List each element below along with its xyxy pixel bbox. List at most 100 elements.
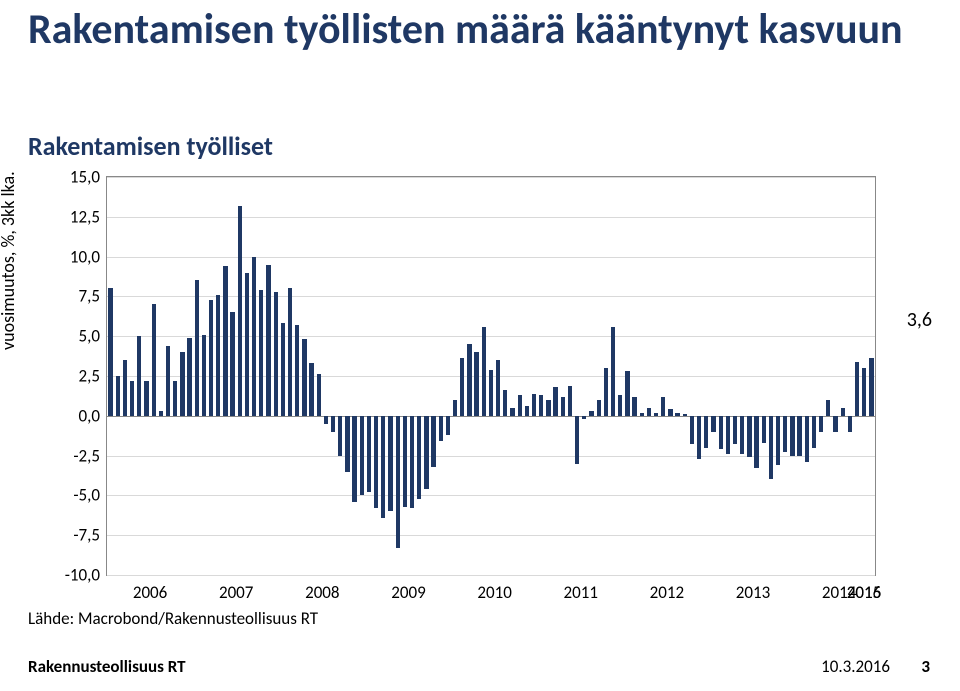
bar xyxy=(697,416,701,459)
y-tick-label: 0,0 xyxy=(50,405,100,426)
bar xyxy=(675,413,679,416)
footer-left: Rakennusteollisuus RT xyxy=(28,656,186,677)
bar xyxy=(345,416,349,472)
bar xyxy=(510,408,514,416)
bar xyxy=(776,416,780,465)
bar xyxy=(302,339,306,415)
bar xyxy=(367,416,371,492)
bar xyxy=(144,381,148,416)
bar xyxy=(324,416,328,424)
bar xyxy=(159,411,163,416)
bar xyxy=(410,416,414,508)
y-tick-label: 2,5 xyxy=(50,366,100,387)
bar xyxy=(252,257,256,416)
bar xyxy=(180,352,184,416)
bar xyxy=(754,416,758,469)
bar xyxy=(266,265,270,416)
chart-plot-area xyxy=(106,176,876,576)
bar xyxy=(496,360,500,416)
bar xyxy=(805,416,809,462)
bar xyxy=(489,370,493,416)
bar xyxy=(683,414,687,416)
x-tick-label: 2011 xyxy=(563,582,597,603)
bar xyxy=(783,416,787,453)
bar-series xyxy=(107,177,875,575)
grid-line xyxy=(107,296,875,297)
y-tick-label: 15,0 xyxy=(50,167,100,188)
bar xyxy=(726,416,730,454)
bar xyxy=(826,400,830,416)
bar xyxy=(690,416,694,445)
bar xyxy=(862,368,866,416)
bar xyxy=(417,416,421,499)
bar xyxy=(568,386,572,416)
x-tick-label: 2010 xyxy=(477,582,511,603)
bar xyxy=(338,416,342,456)
grid-line xyxy=(107,177,875,178)
y-tick-label: 12,5 xyxy=(50,206,100,227)
bar xyxy=(762,416,766,443)
bar xyxy=(668,409,672,415)
bar xyxy=(137,336,141,416)
bar xyxy=(618,395,622,416)
bar xyxy=(740,416,744,454)
bar xyxy=(431,416,435,467)
x-tick-label: 2006 xyxy=(133,582,167,603)
y-tick-label: -2,5 xyxy=(50,445,100,466)
grid-line xyxy=(107,416,875,417)
bar xyxy=(474,352,478,416)
bar xyxy=(123,360,127,416)
bar xyxy=(733,416,737,445)
bar xyxy=(869,358,873,415)
bar xyxy=(446,416,450,435)
bar xyxy=(259,290,263,416)
bar xyxy=(833,416,837,432)
bar xyxy=(352,416,356,502)
bar xyxy=(424,416,428,489)
grid-line xyxy=(107,456,875,457)
footer-page-number: 3 xyxy=(921,656,930,677)
bar xyxy=(647,408,651,416)
bar xyxy=(331,416,335,432)
y-tick-label: -7,5 xyxy=(50,525,100,546)
grid-line xyxy=(107,217,875,218)
grid-line xyxy=(107,495,875,496)
x-tick-label: 2008 xyxy=(305,582,339,603)
footer-date: 10.3.2016 xyxy=(821,656,890,677)
y-tick-label: -10,0 xyxy=(50,565,100,586)
bar xyxy=(288,288,292,415)
x-tick-label: 2012 xyxy=(650,582,684,603)
bar xyxy=(597,400,601,416)
bar xyxy=(202,335,206,416)
bar xyxy=(381,416,385,518)
bar xyxy=(223,266,227,416)
bar xyxy=(216,295,220,416)
bar xyxy=(274,292,278,416)
bar xyxy=(711,416,715,432)
bar xyxy=(403,416,407,507)
bar xyxy=(769,416,773,480)
bar xyxy=(130,381,134,416)
bar xyxy=(841,408,845,416)
bar xyxy=(238,206,242,416)
bar xyxy=(546,400,550,416)
bar xyxy=(245,273,249,416)
bar xyxy=(525,406,529,416)
last-value-annotation: 3,6 xyxy=(907,308,932,332)
bar xyxy=(532,394,536,416)
bar xyxy=(116,376,120,416)
grid-line xyxy=(107,257,875,258)
bar xyxy=(108,288,112,415)
grid-line xyxy=(107,575,875,576)
bar xyxy=(611,327,615,416)
bar xyxy=(453,400,457,416)
bar xyxy=(539,395,543,416)
bar xyxy=(317,374,321,415)
bar xyxy=(553,387,557,416)
y-tick-label: 10,0 xyxy=(50,246,100,267)
bar xyxy=(281,323,285,415)
bar xyxy=(482,327,486,416)
page-title: Rakentamisen työllisten määrä kääntynyt … xyxy=(28,6,903,54)
x-tick-label: 2007 xyxy=(219,582,253,603)
bar xyxy=(747,416,751,457)
